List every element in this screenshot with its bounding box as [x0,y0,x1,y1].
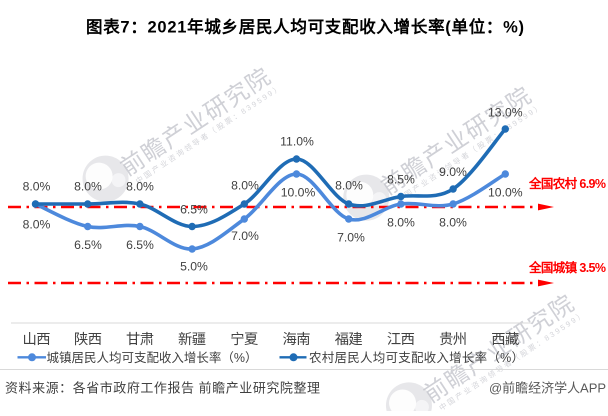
svg-text:8.0%: 8.0% [387,216,415,230]
svg-text:8.5%: 8.5% [387,173,415,187]
svg-text:海南: 海南 [283,331,311,348]
svg-text:8.0%: 8.0% [126,180,154,194]
svg-text:8.0%: 8.0% [439,216,467,230]
svg-text:8.0%: 8.0% [23,218,51,232]
svg-text:8.0%: 8.0% [231,179,259,193]
svg-text:资料来源：各省市政府工作报告 前瞻产业研究院整理: 资料来源：各省市政府工作报告 前瞻产业研究院整理 [5,381,320,396]
svg-text:农村居民人均可支配收入增长率（%）: 农村居民人均可支配收入增长率（%） [309,350,524,365]
svg-text:全国农村 6.9%: 全国农村 6.9% [528,176,606,191]
svg-text:7.0%: 7.0% [231,229,259,243]
svg-text:6.5%: 6.5% [74,238,102,252]
svg-text:贵州: 贵州 [439,331,467,348]
svg-text:5.0%: 5.0% [180,260,208,274]
svg-text:13.0%: 13.0% [488,106,523,120]
svg-text:福建: 福建 [335,331,363,348]
svg-text:11.0%: 11.0% [280,135,314,149]
svg-text:江西: 江西 [387,331,415,348]
svg-text:6.5%: 6.5% [180,203,208,217]
svg-text:@前瞻经济学人APP: @前瞻经济学人APP [489,381,606,396]
svg-text:陕西: 陕西 [74,331,102,348]
svg-text:山西: 山西 [23,331,51,348]
svg-text:8.0%: 8.0% [23,180,51,194]
svg-text:全国城镇 3.5%: 全国城镇 3.5% [528,260,606,275]
svg-text:10.0%: 10.0% [281,186,316,200]
svg-text:西藏: 西藏 [491,331,519,348]
svg-text:城镇居民人均可支配收入增长率（%）: 城镇居民人均可支配收入增长率（%） [47,350,258,365]
svg-text:8.0%: 8.0% [74,180,102,194]
svg-text:10.0%: 10.0% [488,186,523,200]
svg-text:宁夏: 宁夏 [230,331,258,348]
svg-text:新疆: 新疆 [178,331,206,348]
svg-text:6.5%: 6.5% [126,238,154,252]
svg-text:甘肃: 甘肃 [126,331,154,348]
svg-text:9.0%: 9.0% [439,165,467,179]
svg-text:图表7：2021年城乡居民人均可支配收入增长率(单位：%): 图表7：2021年城乡居民人均可支配收入增长率(单位：%) [86,17,524,37]
svg-text:7.0%: 7.0% [337,231,365,245]
svg-text:8.0%: 8.0% [335,179,363,193]
